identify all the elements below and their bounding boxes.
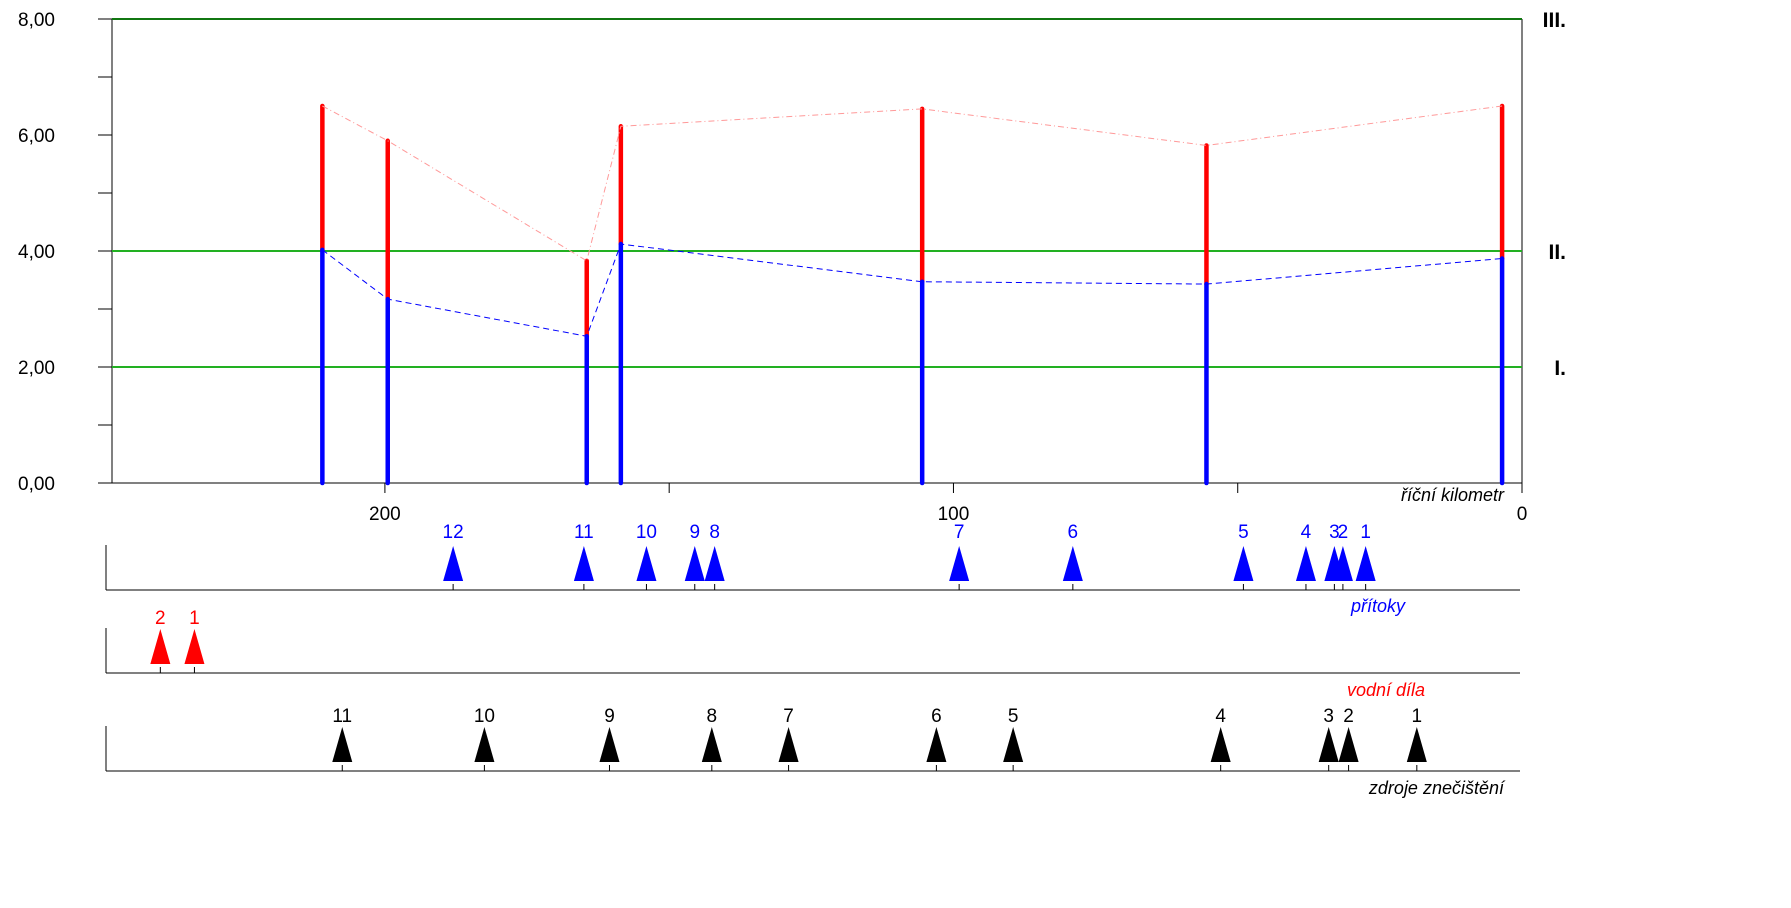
marker-number: 1 [1360, 522, 1371, 543]
marker-number: 8 [709, 522, 720, 543]
marker-triangle [1210, 727, 1231, 762]
marker-triangle [1406, 727, 1427, 762]
marker-number: 7 [954, 522, 965, 543]
axes-layer: 0,00 2,00 4,00 6,00 8,00 200 100 0 říční kilomet… [18, 10, 1527, 525]
marker-number: 4 [1301, 522, 1312, 543]
marker-number: 9 [689, 522, 700, 543]
marker-number: 2 [1343, 706, 1354, 727]
marker-triangle [1332, 546, 1353, 581]
marker-number: 5 [1008, 706, 1019, 727]
x-tick-label: 200 [369, 504, 401, 525]
marker-triangle [1062, 546, 1083, 581]
marker-row-label: zdroje znečištění [1368, 778, 1506, 798]
marker-triangle [599, 727, 620, 762]
class-limit-label: I. [1554, 357, 1566, 380]
y-tick-label: 6,00 [18, 126, 55, 147]
x-tick-label: 0 [1517, 504, 1528, 525]
x-tick-label: 100 [938, 504, 970, 525]
marker-triangle [684, 546, 705, 581]
marker-triangle [1355, 546, 1376, 581]
series-line-red [322, 105, 1503, 262]
marker-triangle [704, 546, 725, 581]
marker-number: 12 [443, 522, 464, 543]
marker-triangle [573, 546, 594, 581]
y-tick-label: 2,00 [18, 358, 55, 379]
marker-triangle [701, 727, 722, 762]
marker-number: 3 [1323, 706, 1334, 727]
marker-triangle [443, 546, 464, 581]
y-tick-label: 8,00 [18, 10, 55, 31]
marker-number: 9 [604, 706, 615, 727]
marker-triangle [150, 629, 171, 664]
marker-number: 8 [707, 706, 718, 727]
marker-number: 11 [574, 522, 594, 543]
marker-triangle [949, 546, 970, 581]
y-tick-label: 0,00 [18, 474, 55, 495]
marker-number: 10 [636, 522, 657, 543]
marker-triangle [636, 546, 657, 581]
marker-number: 5 [1238, 522, 1249, 543]
marker-triangle [474, 727, 495, 762]
marker-row-label: vodní díla [1347, 680, 1425, 700]
marker-number: 10 [474, 706, 495, 727]
marker-triangle [332, 727, 353, 762]
marker-number: 1 [189, 608, 200, 629]
marker-number: 7 [783, 706, 794, 727]
marker-triangle [926, 727, 947, 762]
station-bars-layer [320, 103, 1505, 486]
marker-number: 2 [155, 608, 166, 629]
series-lines-layer [322, 105, 1503, 337]
marker-triangle [1295, 546, 1316, 581]
series-line-blue [322, 243, 1503, 337]
marker-number: 4 [1215, 706, 1226, 727]
marker-triangle [1233, 546, 1254, 581]
y-tick-label: 4,00 [18, 242, 55, 263]
marker-triangle [1338, 727, 1359, 762]
marker-number: 6 [1068, 522, 1079, 543]
x-axis-title: říční kilometr [1401, 485, 1505, 505]
marker-number: 1 [1412, 706, 1423, 727]
marker-number: 6 [931, 706, 942, 727]
marker-triangle [1318, 727, 1339, 762]
marker-row-label: přítoky [1350, 596, 1406, 616]
marker-triangle [184, 629, 205, 664]
marker-triangle [1003, 727, 1024, 762]
class-limit-label: III. [1543, 9, 1566, 32]
class-limit-label: II. [1548, 241, 1566, 264]
marker-number: 11 [332, 706, 352, 727]
class-lines-layer: I. II. III. [112, 9, 1566, 380]
marker-number: 2 [1338, 522, 1349, 543]
marker-number: 3 [1329, 522, 1340, 543]
marker-triangle [778, 727, 799, 762]
